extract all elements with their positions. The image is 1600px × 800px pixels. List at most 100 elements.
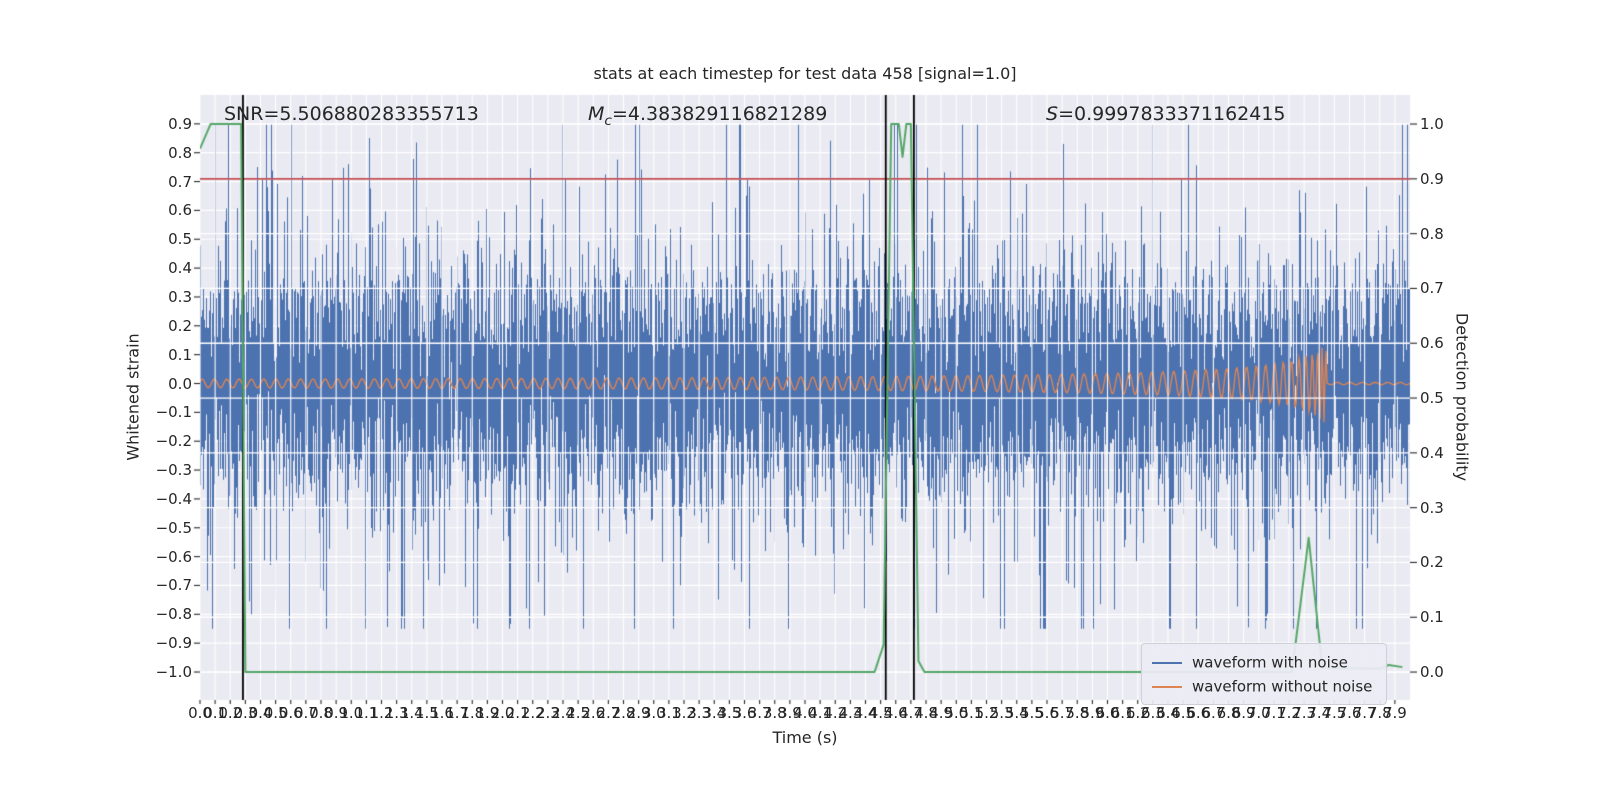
- y-tick-label-right: 1.0: [1420, 115, 1444, 134]
- x-tick-label: 3.9: [777, 704, 802, 722]
- x-tick-label: 6.2: [1125, 704, 1150, 722]
- x-tick-label: 6.3: [1140, 704, 1165, 722]
- x-tick-label: 4.9: [929, 704, 954, 722]
- x-tick-label: 6.4: [1156, 704, 1180, 722]
- y-axis-label-left: Whitened strain: [123, 333, 143, 461]
- y-tick-label-left: −0.4: [155, 489, 192, 508]
- y-tick-label-right: 0.3: [1420, 498, 1444, 517]
- y-tick-label-left: 0.8: [168, 143, 192, 162]
- y-tick-label-left: −0.5: [155, 518, 192, 537]
- x-tick-label: 7.1: [1261, 704, 1286, 722]
- x-tick-label: 1.2: [369, 704, 394, 722]
- x-tick-label: 4.1: [808, 704, 833, 722]
- legend-line-sample-blue: [1152, 661, 1182, 664]
- x-axis-label: Time (s): [772, 728, 838, 747]
- mc-value: =4.383829116821289: [611, 103, 828, 125]
- mc-symbol: M: [588, 103, 605, 125]
- legend-label-noise: waveform with noise: [1192, 653, 1348, 672]
- x-tick-label: 0.7: [293, 704, 318, 722]
- x-tick-label: 4.6: [883, 704, 908, 722]
- x-tick-label: 1.8: [460, 704, 485, 722]
- x-tick-label: 1.3: [384, 704, 409, 722]
- x-tick-label: 2.8: [611, 704, 636, 722]
- legend-item-clean: waveform without noise: [1152, 674, 1372, 698]
- x-tick-label: 4.0: [793, 704, 817, 722]
- x-tick-label: 5.6: [1035, 704, 1059, 722]
- x-tick-label: 2.2: [520, 704, 545, 722]
- x-tick-label: 4.8: [914, 704, 938, 722]
- x-tick-label: 0.5: [263, 704, 288, 722]
- x-tick-label: 2.0: [490, 704, 515, 722]
- s-annotation: S=0.9997833371162415: [1046, 103, 1286, 125]
- y-tick-label-left: −0.6: [155, 547, 192, 566]
- x-tick-label: 5.4: [1004, 704, 1029, 722]
- mc-subscript: c: [604, 112, 612, 129]
- x-tick-label: 3.1: [656, 704, 681, 722]
- x-tick-label: 3.2: [672, 704, 696, 722]
- y-tick-label-right: 0.1: [1420, 608, 1444, 627]
- x-tick-label: 5.5: [1019, 704, 1044, 722]
- x-tick-label: 2.1: [505, 704, 530, 722]
- x-tick-label: 4.3: [838, 704, 863, 722]
- legend-label-clean: waveform without noise: [1192, 677, 1373, 696]
- y-tick-label-left: −0.2: [155, 432, 192, 451]
- x-tick-label: 7.9: [1382, 704, 1407, 722]
- y-tick-label-right: 0.9: [1420, 169, 1444, 188]
- y-tick-label-left: 0.3: [168, 287, 192, 306]
- x-tick-label: 0.1: [203, 704, 228, 722]
- x-tick-label: 1.9: [475, 704, 500, 722]
- y-tick-label-left: 0.6: [168, 201, 192, 220]
- y-tick-label-right: 0.7: [1420, 279, 1444, 298]
- y-tick-label-left: −0.1: [155, 403, 192, 422]
- x-tick-label: 1.6: [430, 704, 454, 722]
- y-tick-label-right: 0.5: [1420, 389, 1444, 408]
- x-tick-label: 0.9: [324, 704, 349, 722]
- y-tick-label-left: −0.7: [155, 576, 192, 595]
- x-tick-label: 6.5: [1171, 704, 1196, 722]
- x-tick-label: 3.0: [641, 704, 666, 722]
- x-tick-label: 0.2: [218, 704, 243, 722]
- y-tick-label-left: 0.2: [168, 316, 192, 335]
- x-tick-label: 5.8: [1065, 704, 1090, 722]
- x-tick-label: 6.1: [1110, 704, 1135, 722]
- x-tick-label: 2.7: [596, 704, 621, 722]
- x-tick-label: 3.7: [747, 704, 772, 722]
- legend-line-sample-orange: [1152, 685, 1182, 688]
- snr-annotation: SNR=5.506880283355713: [224, 103, 479, 125]
- y-tick-label-left: −0.8: [155, 605, 192, 624]
- x-tick-label: 7.3: [1292, 704, 1317, 722]
- x-tick-label: 3.8: [762, 704, 787, 722]
- x-tick-label: 3.5: [717, 704, 742, 722]
- y-tick-label-left: 0.0: [168, 374, 192, 393]
- y-tick-label-left: 0.7: [168, 172, 192, 191]
- x-tick-label: 2.3: [535, 704, 560, 722]
- chart-title: stats at each timestep for test data 458…: [593, 64, 1017, 83]
- x-tick-label: 7.4: [1307, 704, 1332, 722]
- x-tick-label: 4.7: [898, 704, 923, 722]
- x-tick-label: 4.5: [868, 704, 893, 722]
- x-tick-label: 6.7: [1201, 704, 1226, 722]
- x-tick-label: 0.4: [248, 704, 273, 722]
- x-tick-label: 7.5: [1322, 704, 1347, 722]
- y-tick-label-left: 0.5: [168, 230, 192, 249]
- snr-text: SNR=5.506880283355713: [224, 103, 479, 125]
- x-tick-label: 7.7: [1352, 704, 1377, 722]
- x-tick-label: 0.8: [309, 704, 333, 722]
- x-tick-label: 1.0: [339, 704, 364, 722]
- x-tick-label: 6.8: [1216, 704, 1241, 722]
- y-tick-label-left: 0.1: [168, 345, 192, 364]
- x-tick-label: 6.0: [1095, 704, 1120, 722]
- x-tick-label: 5.0: [944, 704, 969, 722]
- x-tick-label: 6.6: [1186, 704, 1211, 722]
- legend-item-noise: waveform with noise: [1152, 650, 1372, 674]
- chirp-mass-annotation: Mc=4.383829116821289: [588, 103, 827, 129]
- x-tick-label: 5.1: [959, 704, 984, 722]
- s-value: =0.9997833371162415: [1058, 103, 1286, 125]
- x-tick-label: 1.5: [414, 704, 439, 722]
- x-tick-label: 5.2: [974, 704, 999, 722]
- x-tick-label: 0.0: [188, 704, 212, 722]
- y-tick-label-right: 0.4: [1420, 443, 1444, 462]
- x-tick-label: 3.4: [702, 704, 727, 722]
- y-tick-label-right: 0.8: [1420, 224, 1444, 243]
